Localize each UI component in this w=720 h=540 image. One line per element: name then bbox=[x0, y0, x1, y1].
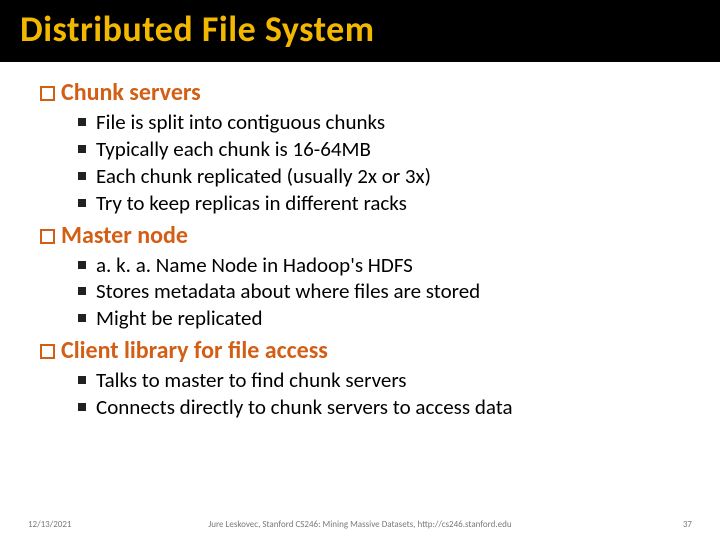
bullet-list: a. k. a. Name Node in Hadoop's HDFS Stor… bbox=[78, 252, 680, 333]
bullet-item: Talks to master to find chunk servers bbox=[78, 367, 680, 394]
bullet-item: File is split into contiguous chunks bbox=[78, 109, 680, 136]
bullet-item: Each chunk replicated (usually 2x or 3x) bbox=[78, 163, 680, 190]
bullet-item: Try to keep replicas in different racks bbox=[78, 190, 680, 217]
bullet-text: a. k. a. Name Node in Hadoop's HDFS bbox=[96, 252, 413, 279]
bullet-text: File is split into contiguous chunks bbox=[96, 109, 385, 136]
bullet-icon bbox=[78, 118, 86, 126]
bullet-item: a. k. a. Name Node in Hadoop's HDFS bbox=[78, 252, 680, 279]
bullet-text: Typically each chunk is 16-64MB bbox=[96, 136, 371, 163]
bullet-icon bbox=[78, 287, 86, 295]
bullet-item: Typically each chunk is 16-64MB bbox=[78, 136, 680, 163]
bullet-icon bbox=[78, 376, 86, 384]
slide-footer: 12/13/2021 Jure Leskovec, Stanford CS246… bbox=[0, 519, 720, 530]
section-heading: Client library for file access bbox=[40, 336, 680, 365]
bullet-icon bbox=[78, 172, 86, 180]
square-bullet-icon bbox=[40, 86, 55, 101]
bullet-item: Might be replicated bbox=[78, 305, 680, 332]
slide-title: Distributed File System bbox=[20, 7, 375, 51]
bullet-icon bbox=[78, 199, 86, 207]
bullet-icon bbox=[78, 145, 86, 153]
bullet-item: Connects directly to chunk servers to ac… bbox=[78, 394, 680, 421]
bullet-text: Might be replicated bbox=[96, 305, 263, 332]
bullet-icon bbox=[78, 261, 86, 269]
footer-date: 12/13/2021 bbox=[28, 519, 71, 530]
section-heading-text: Master node bbox=[61, 221, 188, 250]
bullet-text: Each chunk replicated (usually 2x or 3x) bbox=[96, 163, 431, 190]
bullet-item: Stores metadata about where files are st… bbox=[78, 278, 680, 305]
bullet-icon bbox=[78, 314, 86, 322]
footer-page-number: 37 bbox=[683, 519, 692, 530]
square-bullet-icon bbox=[40, 229, 55, 244]
bullet-text: Stores metadata about where files are st… bbox=[96, 278, 480, 305]
bullet-text: Try to keep replicas in different racks bbox=[96, 190, 407, 217]
bullet-text: Talks to master to find chunk servers bbox=[96, 367, 407, 394]
slide-content: Chunk servers File is split into contigu… bbox=[0, 62, 720, 421]
square-bullet-icon bbox=[40, 344, 55, 359]
footer-attribution: Jure Leskovec, Stanford CS246: Mining Ma… bbox=[0, 519, 720, 530]
section-heading: Master node bbox=[40, 221, 680, 250]
bullet-list: File is split into contiguous chunks Typ… bbox=[78, 109, 680, 217]
bullet-icon bbox=[78, 403, 86, 411]
section-heading-text: Chunk servers bbox=[61, 78, 201, 107]
section-heading: Chunk servers bbox=[40, 78, 680, 107]
section-heading-text: Client library for file access bbox=[61, 336, 328, 365]
bullet-text: Connects directly to chunk servers to ac… bbox=[96, 394, 513, 421]
title-bar: Distributed File System bbox=[0, 0, 720, 62]
slide: Distributed File System Chunk servers Fi… bbox=[0, 0, 720, 540]
bullet-list: Talks to master to find chunk servers Co… bbox=[78, 367, 680, 421]
